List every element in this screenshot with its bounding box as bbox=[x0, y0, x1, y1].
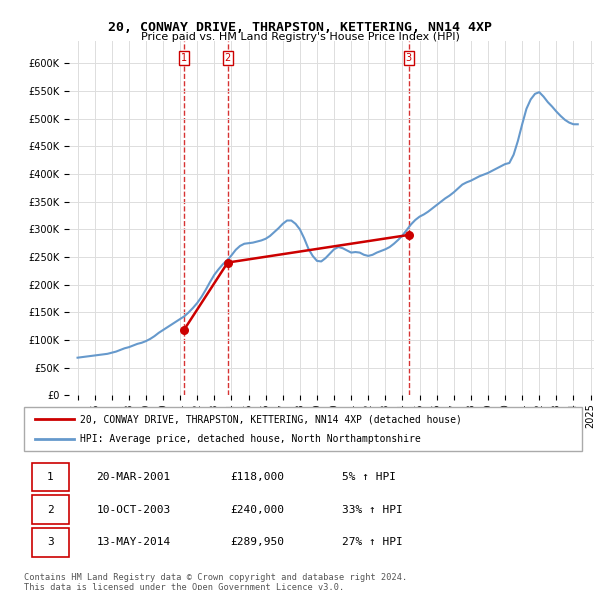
Text: 1: 1 bbox=[181, 53, 187, 63]
Text: 20-MAR-2001: 20-MAR-2001 bbox=[97, 472, 171, 482]
Point bbox=[223, 258, 232, 267]
Text: 27% ↑ HPI: 27% ↑ HPI bbox=[342, 537, 403, 548]
Text: £240,000: £240,000 bbox=[230, 504, 284, 514]
FancyBboxPatch shape bbox=[24, 407, 582, 451]
Text: 33% ↑ HPI: 33% ↑ HPI bbox=[342, 504, 403, 514]
Text: 5% ↑ HPI: 5% ↑ HPI bbox=[342, 472, 396, 482]
Text: Contains HM Land Registry data © Crown copyright and database right 2024.: Contains HM Land Registry data © Crown c… bbox=[24, 573, 407, 582]
Text: 13-MAY-2014: 13-MAY-2014 bbox=[97, 537, 171, 548]
Point bbox=[179, 325, 189, 335]
FancyBboxPatch shape bbox=[32, 463, 68, 491]
FancyBboxPatch shape bbox=[32, 528, 68, 556]
Text: 2: 2 bbox=[224, 53, 231, 63]
FancyBboxPatch shape bbox=[32, 496, 68, 524]
Text: 2: 2 bbox=[47, 504, 53, 514]
Text: Price paid vs. HM Land Registry's House Price Index (HPI): Price paid vs. HM Land Registry's House … bbox=[140, 32, 460, 42]
Text: 20, CONWAY DRIVE, THRAPSTON, KETTERING, NN14 4XP (detached house): 20, CONWAY DRIVE, THRAPSTON, KETTERING, … bbox=[80, 415, 461, 424]
Text: 3: 3 bbox=[406, 53, 412, 63]
Text: 20, CONWAY DRIVE, THRAPSTON, KETTERING, NN14 4XP: 20, CONWAY DRIVE, THRAPSTON, KETTERING, … bbox=[108, 21, 492, 34]
Text: £289,950: £289,950 bbox=[230, 537, 284, 548]
Text: 1: 1 bbox=[47, 472, 53, 482]
Text: HPI: Average price, detached house, North Northamptonshire: HPI: Average price, detached house, Nort… bbox=[80, 434, 421, 444]
Point bbox=[404, 230, 413, 240]
Text: 10-OCT-2003: 10-OCT-2003 bbox=[97, 504, 171, 514]
Text: £118,000: £118,000 bbox=[230, 472, 284, 482]
Text: This data is licensed under the Open Government Licence v3.0.: This data is licensed under the Open Gov… bbox=[24, 583, 344, 590]
Text: 3: 3 bbox=[47, 537, 53, 548]
